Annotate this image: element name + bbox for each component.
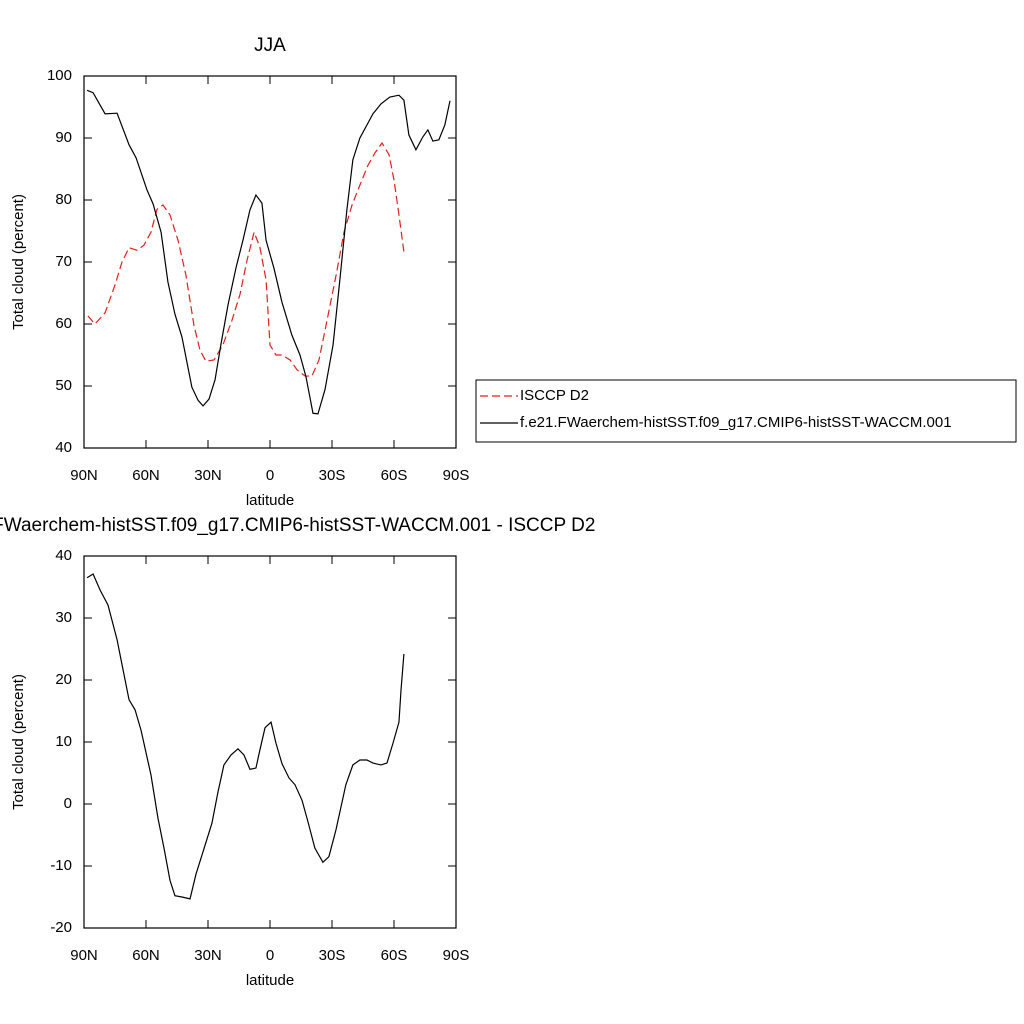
y-tick-label: 60 [55, 315, 72, 332]
x-tick-label: 90S [443, 947, 470, 964]
y-tick-label: 100 [47, 67, 72, 84]
chart-title: JJA [254, 35, 286, 56]
legend-label: ISCCP D2 [520, 387, 589, 404]
x-tick-label: 90N [70, 947, 98, 964]
y-axis-label: Total cloud (percent) [10, 194, 27, 330]
x-axis-label: latitude [246, 972, 294, 989]
plot-frame [83, 555, 457, 929]
x-tick-label: 60S [381, 467, 408, 484]
y-tick-label: -10 [50, 857, 72, 874]
x-tick-label: 90N [70, 467, 98, 484]
x-tick-label: 30N [194, 467, 222, 484]
y-tick-label: 90 [55, 129, 72, 146]
y-axis-label: Total cloud (percent) [10, 674, 27, 810]
x-tick-label: 30S [319, 467, 346, 484]
x-tick-label: 30N [194, 947, 222, 964]
y-tick-label: 40 [55, 547, 72, 564]
x-tick-label: 90S [443, 467, 470, 484]
y-tick-label: 30 [55, 609, 72, 626]
x-tick-label: 30S [319, 947, 346, 964]
x-tick-label: 60N [132, 467, 160, 484]
y-tick-label: 40 [55, 439, 72, 456]
y-tick-label: 10 [55, 733, 72, 750]
legend-label: f.e21.FWaerchem-histSST.f09_g17.CMIP6-hi… [520, 414, 952, 431]
y-tick-label: -20 [50, 919, 72, 936]
data-line [86, 573, 405, 900]
plot-frame [83, 75, 457, 449]
x-tick-label: 60N [132, 947, 160, 964]
legend-box [475, 379, 1017, 443]
y-tick-label: 20 [55, 671, 72, 688]
data-line [86, 89, 451, 415]
y-tick-label: 80 [55, 191, 72, 208]
x-tick-label: 60S [381, 947, 408, 964]
x-tick-label: 0 [266, 947, 274, 964]
y-tick-label: 70 [55, 253, 72, 270]
chart-title: f.e21.FWaerchem-histSST.f09_g17.CMIP6-hi… [0, 515, 595, 536]
y-tick-label: 50 [55, 377, 72, 394]
y-tick-label: 0 [64, 795, 72, 812]
data-line [87, 141, 405, 377]
x-tick-label: 0 [266, 467, 274, 484]
x-axis-label: latitude [246, 492, 294, 509]
